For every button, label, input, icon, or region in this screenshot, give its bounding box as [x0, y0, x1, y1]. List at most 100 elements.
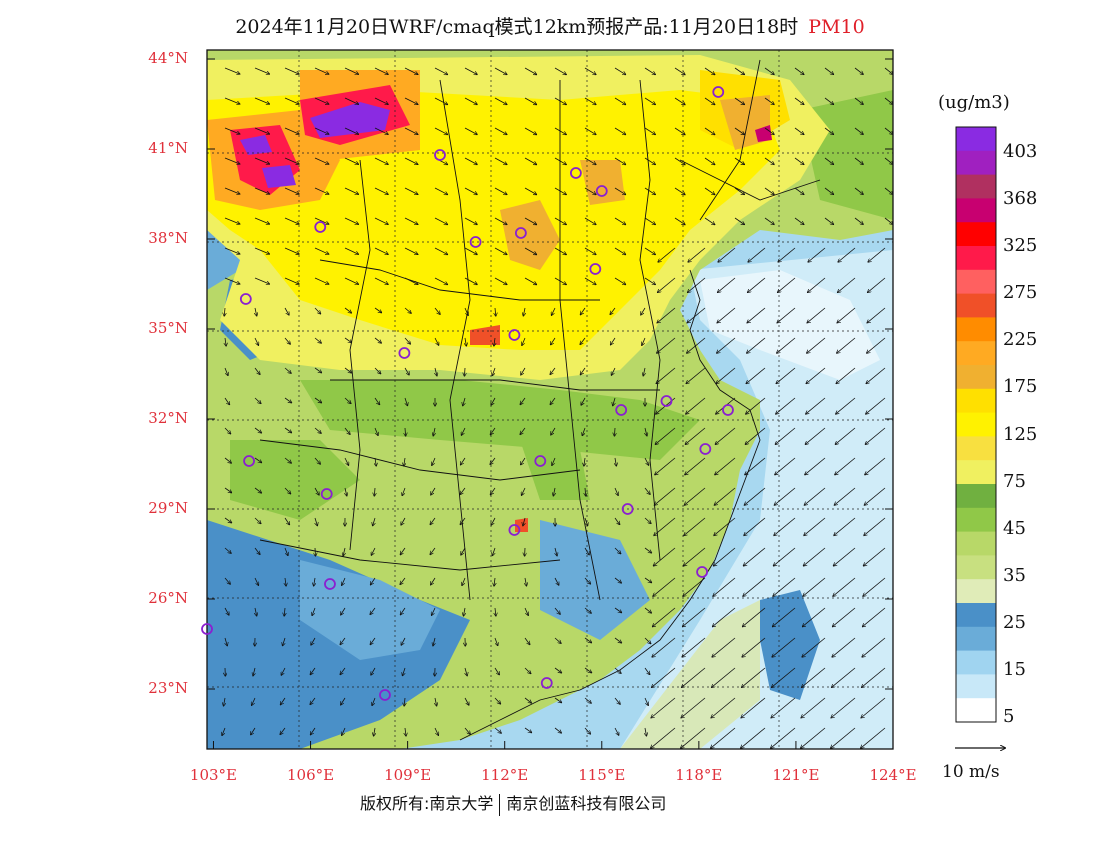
wind-arrow	[404, 157, 418, 164]
wind-arrow	[651, 697, 676, 718]
wind-arrow	[435, 697, 437, 706]
wind-arrow	[687, 307, 706, 323]
copyright-right: 南京创蓝科技有限公司	[506, 794, 667, 813]
wind-arrow	[285, 577, 286, 586]
wind-arrow	[554, 697, 562, 703]
lat-label: 32°N	[148, 409, 188, 427]
wind-arrow	[584, 607, 591, 613]
city-marker	[398, 347, 411, 359]
wind-arrow	[284, 157, 299, 164]
wind-arrow	[715, 457, 736, 475]
wind-arrow	[771, 697, 796, 718]
colorbar-swatch	[956, 317, 996, 342]
wind-arrow	[804, 517, 826, 535]
wind-arrow	[255, 307, 257, 316]
wind-arrow	[224, 247, 240, 254]
wind-arrow	[374, 277, 388, 284]
wind-arrow	[494, 637, 498, 646]
colorbar-swatch	[956, 412, 996, 437]
wind-arrow	[314, 577, 315, 586]
wind-arrow	[803, 547, 826, 566]
wind-arrow	[778, 277, 796, 292]
wind-arrow	[314, 337, 321, 343]
wind-arrow	[524, 247, 536, 255]
wind-arrow	[657, 337, 676, 353]
wind-arrow	[832, 667, 856, 687]
wind-arrow	[806, 397, 826, 414]
city-marker	[621, 503, 634, 515]
axis-ticks	[207, 58, 894, 749]
wind-arrow	[434, 307, 440, 314]
wind-arrow	[401, 517, 406, 525]
wind-arrow	[375, 457, 376, 466]
wind-arrow	[494, 157, 507, 164]
wind-arrow	[674, 187, 685, 195]
wind-arrow	[644, 67, 655, 75]
wind-arrow	[404, 277, 418, 284]
wind-arrow	[494, 577, 495, 586]
wind-arrow	[863, 547, 886, 566]
wind-arrow	[743, 577, 766, 596]
wind-arrow	[224, 427, 231, 434]
wind-arrow	[777, 337, 796, 353]
wind-arrow	[254, 277, 269, 284]
wind-arrow	[613, 397, 615, 406]
wind-arrow	[713, 577, 736, 596]
wind-arrow	[836, 397, 856, 414]
city-marker	[469, 236, 482, 248]
wind-arrow	[314, 157, 329, 164]
wind-arrow	[464, 67, 477, 74]
wind-arrow	[734, 157, 744, 165]
wind-arrow	[284, 457, 291, 463]
wind-arrow	[854, 67, 863, 74]
wind-arrow	[404, 187, 418, 194]
lon-label: 124°E	[869, 766, 917, 784]
wind-arrow	[614, 637, 621, 643]
wind-arrow	[521, 457, 526, 465]
wind-arrow	[254, 67, 269, 74]
wind-arrow	[884, 217, 893, 224]
wind-arrow	[854, 157, 863, 164]
wind-arrow	[224, 397, 229, 405]
wind-arrow	[402, 487, 406, 495]
wind-arrow	[778, 247, 796, 262]
wind-arrow	[314, 427, 321, 433]
wind-arrow	[284, 247, 299, 254]
wind-arrow	[734, 97, 744, 105]
wind-arrow	[615, 457, 616, 466]
wind-arrow	[434, 217, 447, 224]
wind-arrow	[465, 667, 467, 676]
wind-arrow	[491, 397, 496, 405]
wind-arrow	[224, 187, 240, 194]
wind-arrow	[614, 547, 621, 554]
wind-arrow	[808, 247, 826, 262]
wind-arrow	[772, 637, 796, 657]
wind-arrow	[836, 367, 856, 384]
wind-arrow	[284, 277, 299, 284]
wind-arrow	[865, 427, 886, 444]
wind-arrow	[554, 247, 566, 255]
wind-arrow	[280, 727, 286, 734]
wind-arrow	[254, 547, 260, 554]
wind-arrow	[582, 427, 586, 436]
wind-arrow	[371, 547, 376, 555]
wind-arrow	[801, 727, 826, 748]
wind-arrow	[464, 247, 477, 254]
colorbar-swatch	[956, 579, 996, 604]
colorbar-swatch	[956, 222, 996, 247]
wind-arrow	[644, 247, 655, 255]
wind-arrow	[773, 607, 796, 627]
wind-arrow	[854, 127, 863, 134]
wind-arrow	[861, 697, 886, 718]
wind-arrow	[614, 97, 626, 105]
wind-arrow	[713, 607, 736, 627]
wind-arrow	[224, 67, 240, 74]
lat-label: 35°N	[148, 319, 188, 337]
wind-arrow	[580, 367, 586, 375]
wind-arrow	[584, 577, 590, 584]
wind-arrow	[222, 727, 226, 735]
wind-arrow	[745, 427, 766, 444]
wind-arrow	[314, 277, 329, 284]
colorbar-swatch	[956, 555, 996, 580]
wind-arrow	[404, 97, 418, 104]
